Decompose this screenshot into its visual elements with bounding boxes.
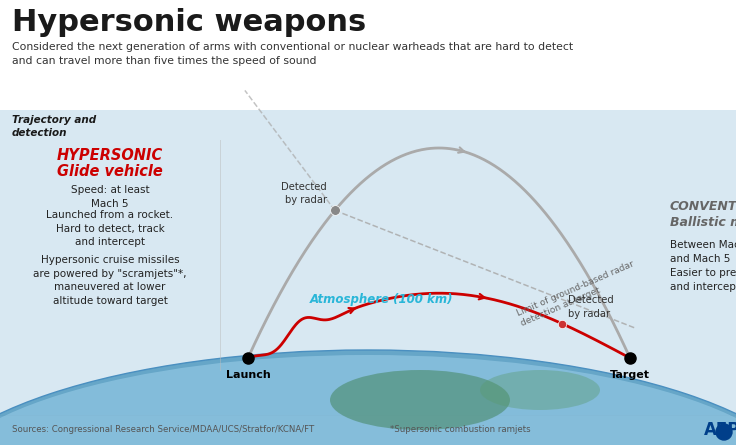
Text: Atmosphere (100 km): Atmosphere (100 km) [310,294,453,307]
Text: CONVENTIONAL: CONVENTIONAL [670,200,736,213]
FancyBboxPatch shape [0,415,736,445]
Text: Between Mach 1
and Mach 5: Between Mach 1 and Mach 5 [670,240,736,263]
Text: Hypersonic cruise missiles
are powered by "scramjets"*,
maneuvered at lower
alti: Hypersonic cruise missiles are powered b… [33,255,187,306]
Ellipse shape [0,355,736,445]
Text: Detected
by radar: Detected by radar [281,182,327,206]
FancyBboxPatch shape [0,0,736,110]
Text: Target: Target [610,370,650,380]
Text: Speed: at least
Mach 5: Speed: at least Mach 5 [71,185,149,209]
Ellipse shape [330,370,510,430]
Ellipse shape [480,370,600,410]
Text: Ballistic missile: Ballistic missile [670,216,736,229]
Text: *Supersonic combustion ramjets: *Supersonic combustion ramjets [390,425,531,434]
Text: Trajectory and
detection: Trajectory and detection [12,115,96,138]
Text: Sources: Congressional Research Service/MDAA/UCS/Stratfor/KCNA/FT: Sources: Congressional Research Service/… [12,425,314,434]
Text: Detected
by radar: Detected by radar [568,295,614,319]
Circle shape [716,424,732,440]
Text: AFP: AFP [704,421,736,439]
Text: Considered the next generation of arms with conventional or nuclear warheads tha: Considered the next generation of arms w… [12,42,573,66]
Ellipse shape [0,350,736,445]
Text: Easier to predict
and intercept: Easier to predict and intercept [670,268,736,291]
FancyBboxPatch shape [0,110,736,445]
Text: HYPERSONIC: HYPERSONIC [57,148,163,163]
Text: Hypersonic weapons: Hypersonic weapons [12,8,367,37]
Text: Launch: Launch [226,370,270,380]
Text: Limit of ground-based radar
detection at target: Limit of ground-based radar detection at… [515,259,640,328]
Text: Launched from a rocket.
Hard to detect, track
and intercept: Launched from a rocket. Hard to detect, … [46,210,174,247]
Text: Glide vehicle: Glide vehicle [57,164,163,179]
